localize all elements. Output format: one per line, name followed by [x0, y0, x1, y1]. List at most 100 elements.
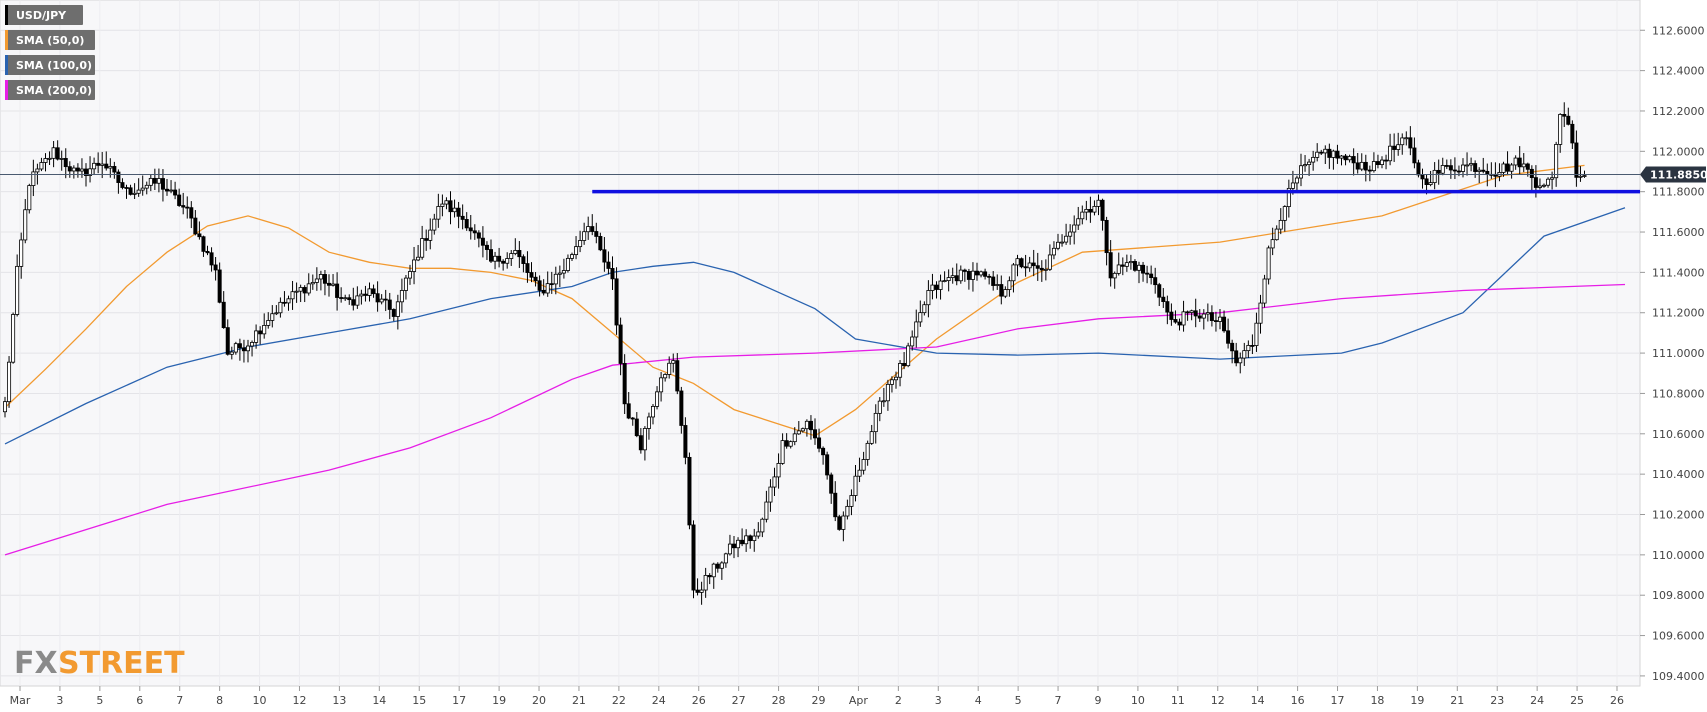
- candle-144: [586, 216, 591, 240]
- candle-259: [1051, 241, 1056, 260]
- candle-93: [379, 294, 384, 305]
- candle-137: [557, 265, 562, 287]
- candle-40: [164, 179, 169, 196]
- candle-372: [1509, 162, 1514, 179]
- candle-254: [1031, 249, 1036, 277]
- candle-92: [375, 281, 380, 312]
- grid-horizontal: [0, 29, 1640, 677]
- candle-340: [1380, 156, 1385, 169]
- candle-337: [1367, 165, 1372, 182]
- candle-67: [274, 305, 279, 316]
- candle-229: [930, 273, 935, 300]
- candle-323: [1311, 150, 1316, 171]
- candle-221: [898, 360, 903, 387]
- candle-260: [1056, 233, 1061, 251]
- candle-62: [254, 324, 259, 349]
- candle-209: [849, 489, 854, 516]
- candle-312: [1266, 245, 1271, 285]
- x-tick-label-0: Mar: [10, 694, 31, 707]
- x-tick-label-12: 19: [492, 694, 506, 707]
- candle-138: [561, 258, 566, 279]
- legend-label-3: SMA (200,0): [16, 84, 92, 97]
- candle-238: [966, 268, 971, 290]
- x-tick-label-28: 10: [1131, 694, 1145, 707]
- candle-299: [1213, 311, 1218, 332]
- candle-310: [1258, 294, 1263, 334]
- candle-212: [861, 451, 866, 475]
- candle-131: [533, 272, 538, 287]
- candle-123: [501, 259, 506, 271]
- candle-373: [1513, 155, 1518, 170]
- candle-343: [1392, 133, 1397, 162]
- candle-5: [23, 199, 28, 244]
- candle-179: [727, 534, 732, 556]
- candle-205: [833, 481, 838, 522]
- candle-74: [302, 285, 307, 303]
- candle-36: [148, 174, 153, 192]
- candle-171: [695, 578, 700, 596]
- candle-230: [934, 281, 939, 299]
- x-tick-label-19: 28: [772, 694, 786, 707]
- candle-73: [298, 284, 303, 303]
- candle-102: [416, 245, 421, 262]
- candle-365: [1481, 157, 1486, 174]
- candle-66: [270, 305, 275, 328]
- candle-237: [962, 268, 967, 282]
- candle-172: [699, 581, 704, 605]
- legend-label-1: SMA (50,0): [16, 34, 84, 47]
- candle-4: [19, 232, 24, 279]
- candle-56: [229, 346, 234, 360]
- candle-130: [529, 262, 534, 283]
- candle-37: [152, 168, 157, 191]
- candle-236: [958, 265, 963, 284]
- y-tick-label-12: 110.2000: [1652, 509, 1705, 522]
- candle-309: [1254, 312, 1259, 352]
- candle-27: [112, 161, 117, 179]
- candle-375: [1521, 153, 1526, 173]
- candle-274: [1112, 271, 1117, 289]
- y-tick-label-11: 110.4000: [1652, 468, 1705, 481]
- candle-278: [1128, 254, 1133, 270]
- candle-159: [646, 412, 651, 440]
- candle-282: [1145, 265, 1150, 284]
- candle-145: [590, 214, 595, 236]
- x-tick-label-30: 12: [1211, 694, 1225, 707]
- candle-281: [1141, 261, 1146, 282]
- sma-line-2: [4, 283, 1626, 556]
- candle-180: [732, 535, 737, 559]
- candle-104: [424, 229, 429, 251]
- candle-374: [1517, 146, 1522, 175]
- candle-90: [367, 282, 372, 302]
- candle-207: [841, 511, 846, 542]
- candle-87: [355, 286, 360, 309]
- x-tick-label-33: 17: [1331, 694, 1345, 707]
- candle-297: [1205, 303, 1210, 322]
- x-tick-label-9: 14: [372, 694, 386, 707]
- x-tick-label-15: 22: [612, 694, 626, 707]
- candle-228: [926, 280, 931, 318]
- candle-23: [96, 152, 101, 174]
- candle-283: [1149, 265, 1154, 285]
- legend-item-1: SMA (50,0): [5, 30, 95, 50]
- candle-202: [821, 446, 826, 465]
- candle-347: [1408, 126, 1413, 156]
- candle-355: [1440, 157, 1445, 176]
- candle-273: [1108, 240, 1113, 287]
- candle-152: [618, 317, 623, 376]
- sma-line-1: [4, 207, 1626, 445]
- candle-150: [610, 256, 615, 291]
- y-tick-label-9: 110.8000: [1652, 387, 1705, 400]
- candle-199: [808, 415, 813, 440]
- candle-284: [1153, 267, 1158, 294]
- candle-28: [116, 169, 121, 194]
- x-tick-label-22: 2: [895, 694, 902, 707]
- candle-362: [1469, 157, 1474, 172]
- candle-115: [468, 215, 473, 240]
- candle-69: [282, 291, 287, 307]
- candle-243: [987, 273, 992, 285]
- candle-47: [193, 210, 198, 236]
- x-axis: Mar 3 5 6 7 8 10 12 13 14 15 17 19 20 21 22 24 26 27 28 29 Ap…: [10, 686, 1624, 707]
- candle-68: [278, 297, 283, 318]
- candle-232: [942, 271, 947, 283]
